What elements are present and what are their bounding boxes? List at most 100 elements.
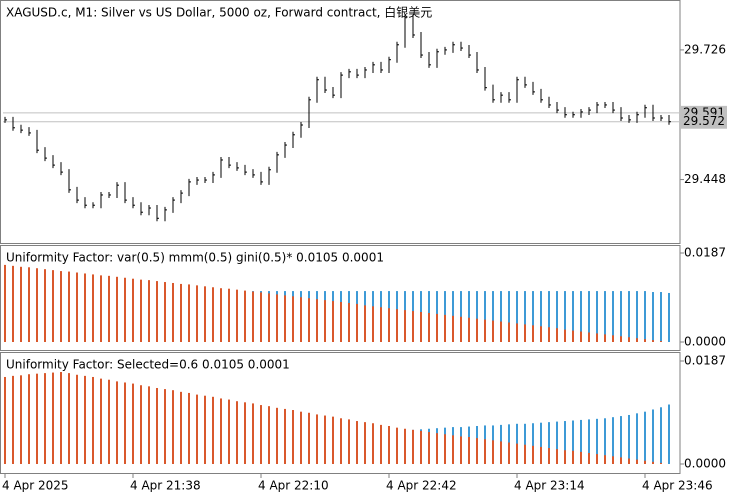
- histogram-bar: [460, 316, 462, 342]
- histogram-bar: [636, 338, 638, 342]
- histogram-bar: [412, 429, 414, 464]
- histogram-bar: [452, 315, 454, 342]
- histogram-bar: [332, 301, 334, 342]
- histogram-bar: [644, 411, 646, 464]
- histogram-bar: [556, 291, 558, 342]
- histogram-bar: [108, 379, 110, 464]
- histogram-bar: [572, 330, 574, 342]
- histogram-bar: [340, 302, 342, 342]
- histogram-bar: [196, 394, 198, 464]
- histogram-bar: [396, 309, 398, 342]
- histogram-bar: [180, 391, 182, 464]
- histogram-bar: [180, 283, 182, 342]
- histogram-bar: [196, 285, 198, 342]
- x-tick-label: 4 Apr 23:46: [642, 479, 713, 493]
- histogram-bar: [652, 340, 654, 342]
- histogram-bar: [84, 375, 86, 464]
- histogram-bar: [468, 317, 470, 342]
- histogram-bar: [556, 328, 558, 342]
- histogram-bar: [540, 446, 542, 464]
- histogram-bar: [420, 312, 422, 342]
- histogram-bar: [548, 327, 550, 342]
- histogram-bar: [460, 436, 462, 464]
- y-tick-label: 0.0187: [684, 246, 726, 260]
- histogram-bar: [452, 435, 454, 464]
- histogram-bar: [148, 386, 150, 464]
- histogram-bar: [444, 314, 446, 342]
- histogram-bar: [548, 291, 550, 342]
- histogram-bar: [492, 320, 494, 342]
- histogram-bar: [644, 460, 646, 464]
- histogram-bar: [660, 341, 662, 342]
- histogram-bar: [388, 308, 390, 342]
- x-tick-label: 4 Apr 21:38: [130, 479, 201, 493]
- histogram-bar: [564, 291, 566, 342]
- histogram-bar: [236, 289, 238, 342]
- histogram-bar: [524, 324, 526, 342]
- histogram-bar: [628, 337, 630, 342]
- histogram-bar: [132, 278, 134, 342]
- histogram-bar: [500, 321, 502, 342]
- histogram-bar: [172, 390, 174, 464]
- histogram-bar: [92, 274, 94, 342]
- histogram-bar: [212, 396, 214, 464]
- histogram-bar: [156, 281, 158, 342]
- histogram-bar: [100, 378, 102, 464]
- histogram-bar: [204, 395, 206, 464]
- histogram-bar: [500, 441, 502, 464]
- histogram-bar: [260, 405, 262, 464]
- histogram-bar: [68, 373, 70, 464]
- histogram-bar: [276, 294, 278, 342]
- histogram-bar: [52, 372, 54, 464]
- histogram-bar: [540, 326, 542, 342]
- histogram-bar: [652, 409, 654, 464]
- panel-title: XAGUSD.c, M1: Silver vs US Dollar, 5000 …: [6, 5, 432, 20]
- histogram-bar: [516, 443, 518, 464]
- histogram-bar: [668, 404, 670, 464]
- histogram-bar: [20, 266, 22, 342]
- histogram-bar: [516, 291, 518, 342]
- histogram-bar: [28, 374, 30, 464]
- panel-frame: [0, 352, 681, 474]
- histogram-bar: [596, 333, 598, 342]
- histogram-bar: [620, 336, 622, 342]
- histogram-bar: [532, 423, 534, 464]
- histogram-bar: [52, 270, 54, 342]
- histogram-bar: [60, 271, 62, 342]
- histogram-bar: [508, 322, 510, 342]
- histogram-bar: [244, 402, 246, 464]
- histogram-bar: [660, 407, 662, 464]
- histogram-bar: [604, 334, 606, 342]
- panel-frame: [0, 245, 681, 351]
- histogram-bar: [204, 286, 206, 342]
- histogram-bar: [572, 291, 574, 342]
- histogram-bar: [164, 282, 166, 342]
- histogram-bar: [132, 383, 134, 464]
- histogram-bar: [300, 297, 302, 342]
- histogram-bar: [356, 303, 358, 342]
- histogram-bar: [596, 418, 598, 464]
- histogram-bar: [548, 422, 550, 464]
- histogram-bar: [660, 462, 662, 464]
- histogram-bar: [364, 422, 366, 464]
- histogram-bar: [476, 291, 478, 342]
- histogram-bar: [156, 387, 158, 464]
- histogram-bar: [268, 406, 270, 464]
- histogram-bar: [620, 416, 622, 464]
- histogram-bar: [164, 389, 166, 464]
- histogram-bar: [604, 291, 606, 342]
- histogram-bar: [644, 291, 646, 342]
- histogram-bar: [308, 298, 310, 342]
- histogram-bar: [444, 434, 446, 464]
- panel-title: Uniformity Factor: var(0.5) mmm(0.5) gin…: [6, 251, 384, 265]
- histogram-bar: [572, 420, 574, 464]
- histogram-bar: [348, 302, 350, 342]
- histogram-bar: [84, 273, 86, 342]
- histogram-bar: [300, 411, 302, 464]
- histogram-bar: [140, 385, 142, 464]
- histogram-bar: [380, 307, 382, 342]
- histogram-bar: [420, 430, 422, 464]
- histogram-bar: [4, 376, 6, 464]
- histogram-bar: [44, 373, 46, 464]
- histogram-bar: [612, 456, 614, 464]
